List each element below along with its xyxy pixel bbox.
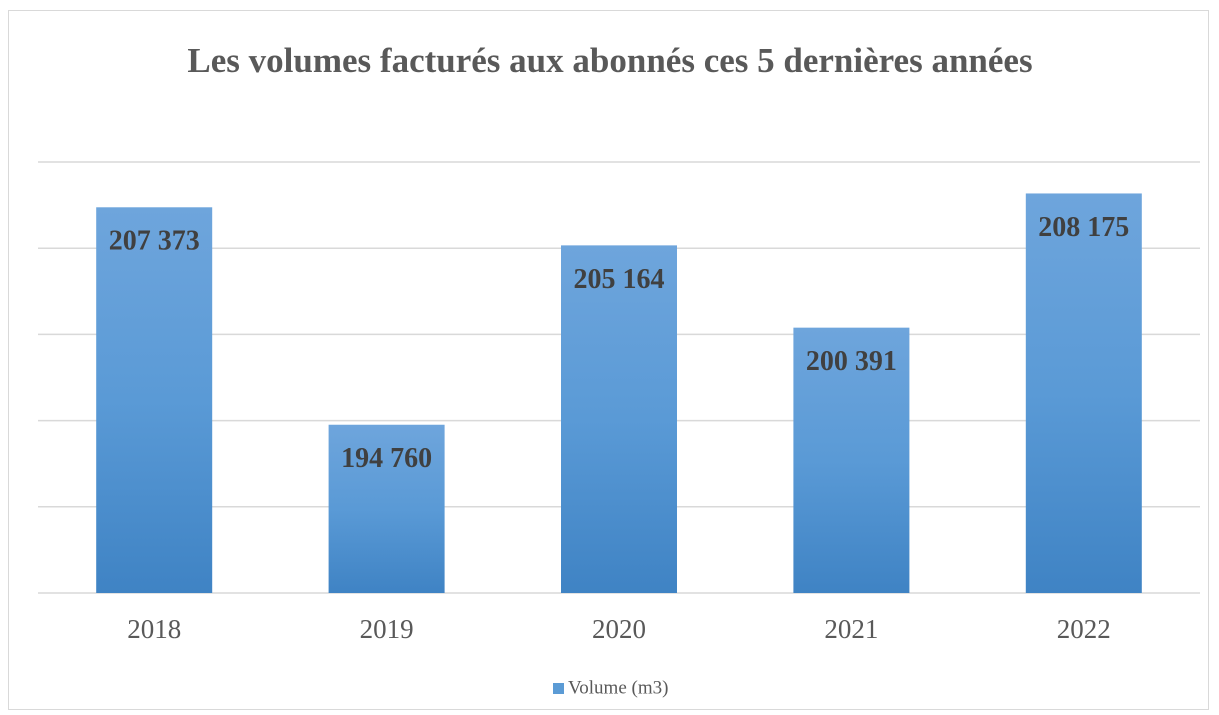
x-tick-label: 2018 (127, 614, 181, 644)
data-label: 208 175 (1038, 212, 1129, 243)
bar (328, 424, 445, 593)
x-tick-label: 2021 (824, 614, 878, 644)
bar (793, 327, 910, 593)
chart-title: Les volumes facturés aux abonnés ces 5 d… (187, 41, 1033, 80)
data-label: 205 164 (574, 264, 665, 295)
data-label: 200 391 (806, 346, 897, 377)
x-tick-label: 2022 (1057, 614, 1111, 644)
x-tick-label: 2020 (592, 614, 646, 644)
data-label: 194 760 (341, 443, 432, 474)
bar (561, 245, 677, 594)
bar (1025, 193, 1142, 593)
chart-frame (8, 10, 1209, 710)
data-label: 207 373 (109, 226, 200, 257)
legend-label: Volume (m3) (568, 677, 668, 698)
bar (96, 207, 213, 593)
legend-swatch (553, 683, 564, 694)
x-tick-label: 2019 (360, 614, 414, 644)
